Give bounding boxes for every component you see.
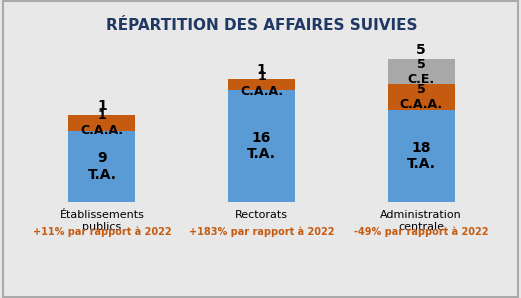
Text: Établissements
publics: Établissements publics (59, 210, 144, 232)
Text: 16
T.A.: 16 T.A. (247, 131, 276, 161)
Bar (388, 110, 454, 202)
Text: 1: 1 (257, 63, 266, 77)
Text: 18
T.A.: 18 T.A. (406, 141, 436, 171)
Text: +183% par rapport à 2022: +183% par rapport à 2022 (189, 227, 334, 238)
Title: RÉPARTITION DES AFFAIRES SUIVIES: RÉPARTITION DES AFFAIRES SUIVIES (106, 18, 417, 33)
Text: 5: 5 (416, 43, 426, 57)
Bar (68, 131, 135, 202)
Bar (388, 84, 454, 110)
Text: 5
C.E.: 5 C.E. (407, 58, 435, 86)
Text: Administration
centrale: Administration centrale (380, 210, 462, 232)
Text: 5
C.A.A.: 5 C.A.A. (400, 83, 443, 111)
Bar (68, 115, 135, 131)
Bar (388, 59, 454, 84)
Text: +11% par rapport à 2022: +11% par rapport à 2022 (33, 227, 171, 238)
Bar (228, 90, 295, 202)
Text: 1
C.A.A.: 1 C.A.A. (240, 70, 283, 98)
Bar (228, 79, 295, 90)
Text: 1
C.A.A.: 1 C.A.A. (80, 109, 123, 137)
Text: -49% par rapport à 2022: -49% par rapport à 2022 (354, 227, 488, 238)
Text: 1: 1 (97, 99, 107, 113)
Text: 9
T.A.: 9 T.A. (88, 151, 117, 181)
Text: Rectorats: Rectorats (235, 210, 288, 220)
